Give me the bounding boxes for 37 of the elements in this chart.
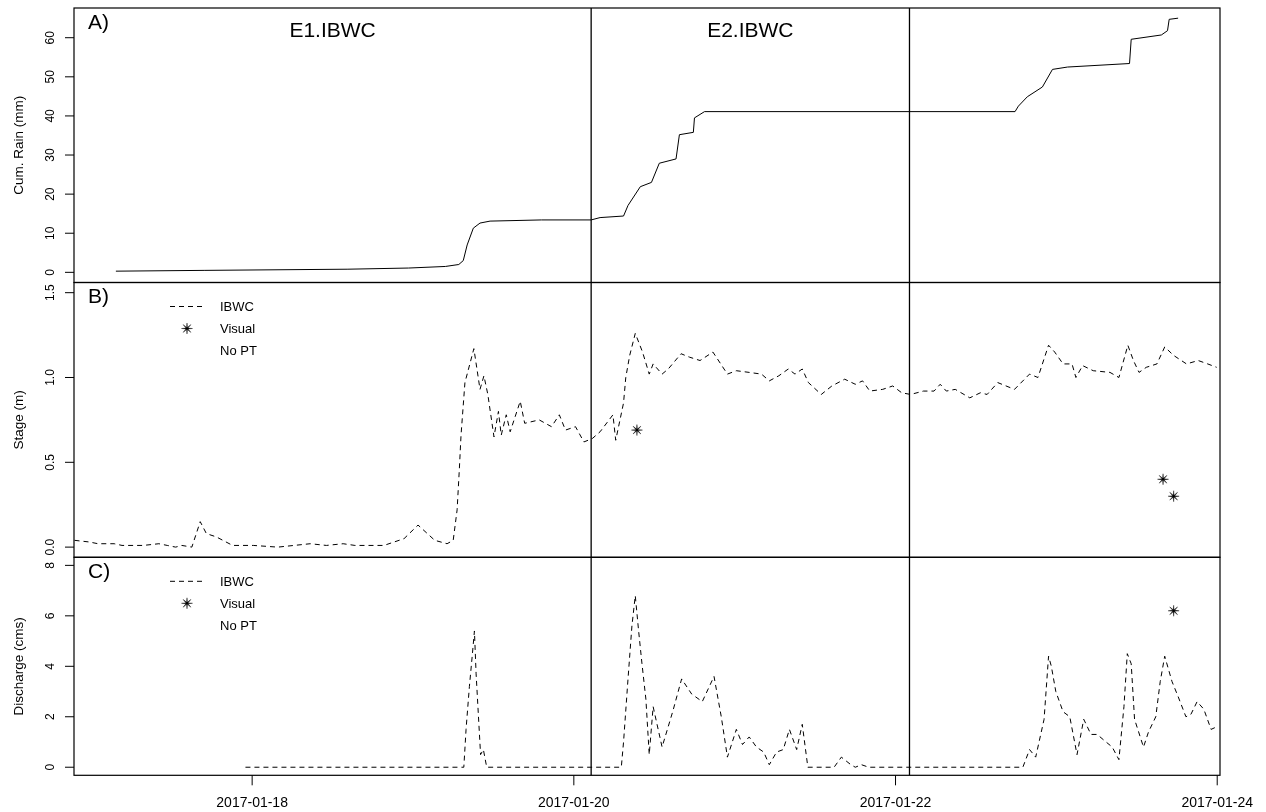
y-tick-label: 30 [43,148,58,162]
legend-label: IBWC [220,573,254,589]
x-tick-label: 2017-01-24 [1181,794,1254,811]
y-tick-label: 60 [43,30,58,45]
point [1157,473,1169,485]
point [631,424,643,436]
legend-label: Visual [220,321,256,337]
annotation: No PT [220,343,257,359]
y-tick-label: 50 [43,69,58,84]
y-tick-label: 40 [43,108,58,123]
annotation: E1.IBWC [289,18,376,42]
y-tick-label: 1.5 [43,284,58,302]
y-tick-label: 2 [43,713,58,721]
x-tick-label: 2017-01-18 [216,794,289,811]
annotation: E2.IBWC [707,18,794,42]
legend-label: Visual [220,595,256,611]
y-tick-label: 0.5 [43,453,58,471]
y-tick-label: 0 [43,268,58,276]
y-tick-label: 4 [43,662,58,670]
legend-label: IBWC [220,299,254,315]
y-axis-title: Stage (m) [10,390,26,450]
y-tick-label: 6 [43,612,58,620]
y-tick-label: 1.0 [43,368,58,386]
y-axis-title: Discharge (cms) [10,617,26,716]
annotation: No PT [220,617,257,633]
chart-title: C) [88,558,111,582]
y-axis-title: Cum. Rain (mm) [10,95,26,195]
y-tick-label: 10 [43,226,58,240]
x-tick-label: 2017-01-22 [859,794,932,811]
y-tick-label: 0.0 [43,538,58,556]
y-tick-label: 20 [43,187,58,201]
chart-title: A) [88,9,109,33]
y-tick-label: 8 [43,561,58,569]
point [1167,490,1180,502]
y-tick-label: 0 [43,763,58,771]
x-tick-label: 2017-01-20 [538,794,610,811]
chart-title: B) [88,284,109,307]
